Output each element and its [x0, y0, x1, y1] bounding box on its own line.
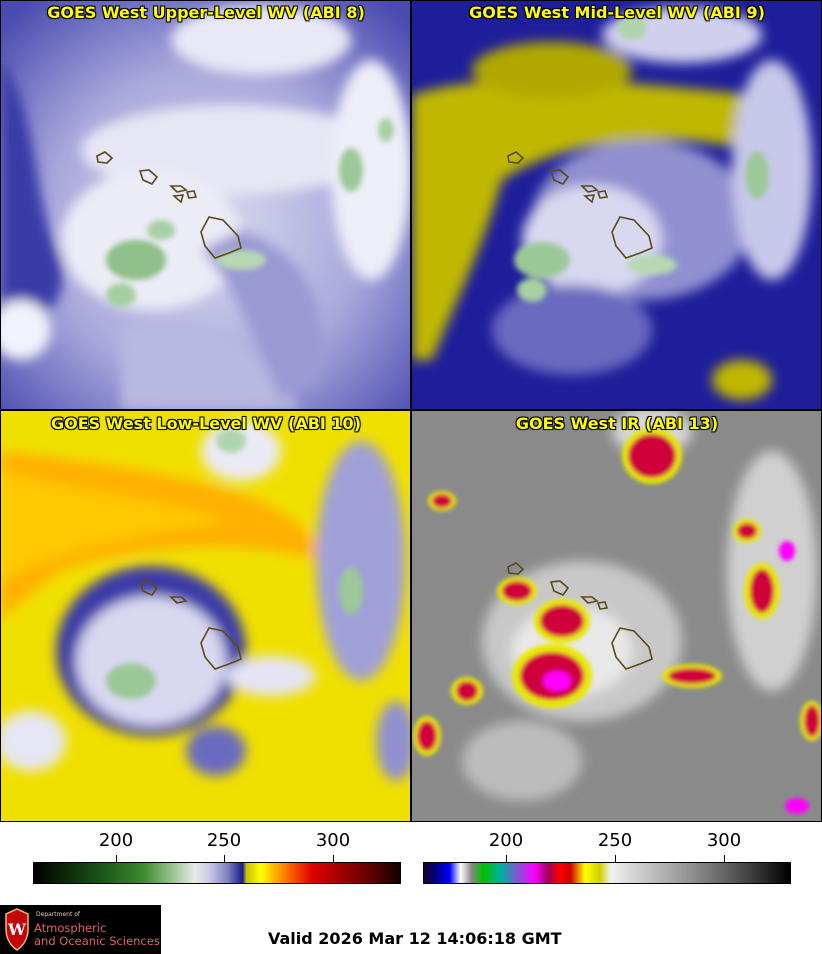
left-colorbar-tick-label: 200: [98, 830, 134, 851]
right-colorbar-tick-label: 250: [597, 830, 633, 851]
panel-divider-horizontal: [0, 409, 822, 411]
panel-title: GOES West Low-Level WV (ABI 10): [50, 414, 361, 433]
uw-crest-icon: W: [5, 908, 29, 951]
right-colorbar-tick-label: 300: [706, 830, 742, 851]
panel-title: GOES West Upper-Level WV (ABI 8): [47, 3, 365, 22]
right-colorbar-tick-mark: [724, 855, 725, 862]
right-colorbar-tick-label: 200: [488, 830, 524, 851]
logo-line1: Atmospheric: [34, 921, 107, 935]
mid-level-wv-panel: GOES West Mid-Level WV (ABI 9): [412, 0, 822, 410]
panel-title: GOES West IR (ABI 13): [515, 414, 719, 433]
svg-text:W: W: [7, 920, 27, 939]
wv-colorbar: [33, 862, 401, 884]
right-colorbar-tick-mark: [506, 855, 507, 862]
left-colorbar-tick-label: 250: [206, 830, 242, 851]
panel-title: GOES West Mid-Level WV (ABI 9): [469, 3, 765, 22]
coastline-outlines: [96, 151, 242, 259]
logo-dept-text: Department of: [36, 911, 80, 918]
aos-logo: W Department of Atmospheric and Oceanic …: [0, 905, 161, 954]
upper-level-wv-panel: GOES West Upper-Level WV (ABI 8): [1, 0, 411, 410]
ir-colorbar: [423, 862, 791, 884]
left-colorbar-tick-mark: [224, 855, 225, 862]
mid-level-wv-image: [412, 0, 822, 410]
left-colorbar-tick-label: 300: [315, 830, 351, 851]
upper-level-wv-image: [1, 0, 411, 410]
low-level-wv-panel: GOES West Low-Level WV (ABI 10): [1, 411, 411, 821]
panel-divider-vertical: [410, 0, 412, 822]
left-colorbar-tick-mark: [116, 855, 117, 862]
valid-time-label: Valid 2026 Mar 12 14:06:18 GMT: [268, 929, 562, 948]
low-level-wv-image: [1, 411, 411, 821]
left-colorbar-tick-mark: [333, 855, 334, 862]
infrared-panel: GOES West IR (ABI 13): [412, 411, 822, 821]
right-colorbar-tick-mark: [615, 855, 616, 862]
logo-line2: and Oceanic Sciences: [34, 934, 160, 948]
infrared-image: [412, 411, 822, 821]
